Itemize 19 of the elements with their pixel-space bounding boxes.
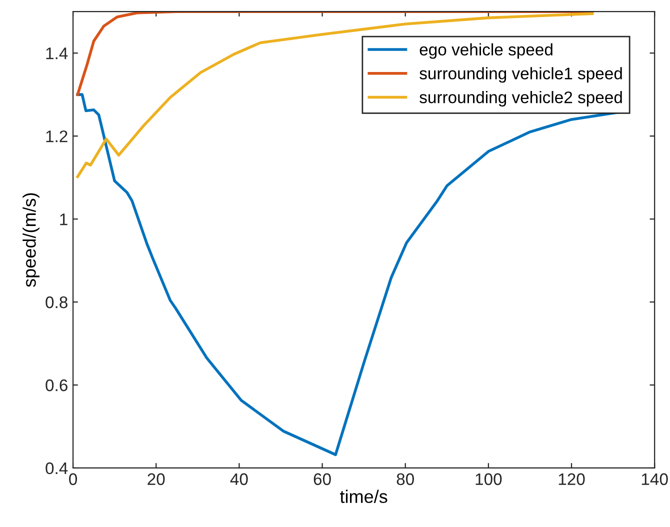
legend-label: surrounding vehicle2 speed [420, 91, 622, 107]
x-tick-label: 60 [314, 473, 331, 486]
x-tick-label: 80 [396, 473, 414, 486]
y-tick-label: 1 [60, 214, 68, 226]
y-tick-label: 0.6 [46, 379, 68, 392]
y-tick-label: 1.4 [46, 48, 68, 60]
x-axis-title: time/s [340, 490, 388, 504]
x-tick-label: 100 [476, 473, 502, 486]
legend-label: ego vehicle speed [420, 43, 552, 59]
legend-label: surrounding vehicle1 speed [420, 67, 622, 83]
x-tick-label: 140 [642, 473, 668, 486]
x-tick-label: 40 [230, 473, 248, 486]
y-tick-label: 0.8 [46, 296, 68, 308]
x-tick-label: 20 [148, 473, 165, 486]
x-tick-label: 0 [69, 473, 78, 486]
y-tick-label: 0.4 [46, 462, 68, 474]
x-tick-label: 120 [558, 473, 585, 486]
y-tick-label: 1.2 [46, 130, 68, 142]
y-axis-title: speed/(m/s) [22, 193, 40, 287]
